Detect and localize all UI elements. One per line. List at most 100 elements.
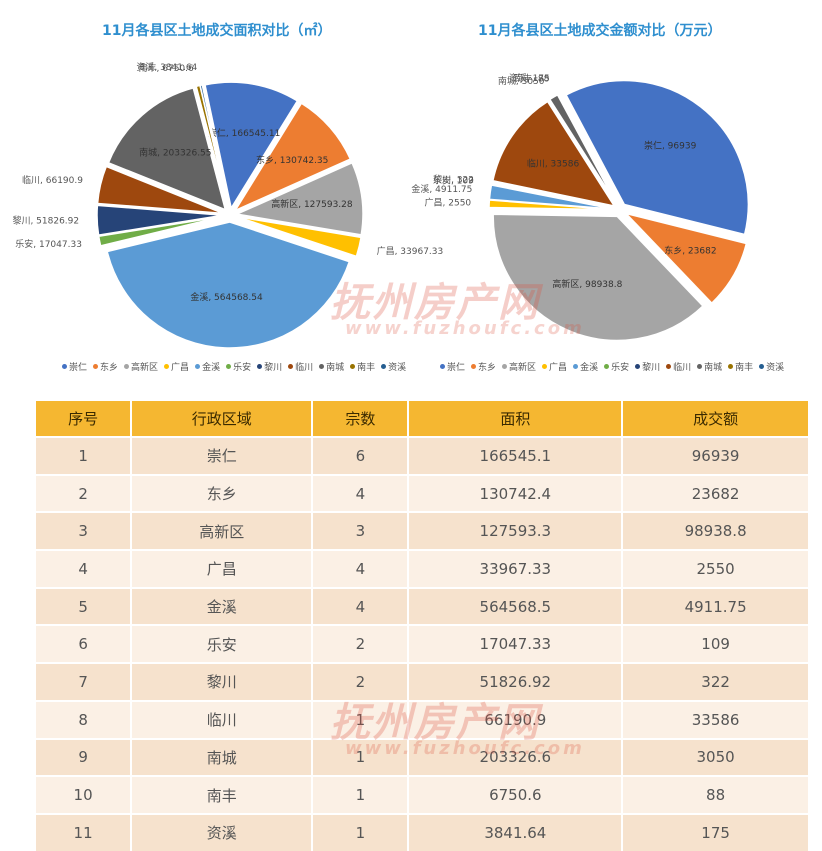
table-row: 5 金溪 4 564568.5 4911.75 (36, 586, 810, 625)
cell-index: 9 (36, 737, 133, 776)
legend-label: 广昌 (549, 363, 568, 373)
cell-index: 8 (36, 699, 133, 738)
header-amount: 成交额 (623, 401, 810, 436)
legend-marker (728, 364, 734, 369)
data-label-1-3: 高新区, 127593.28 (271, 198, 353, 210)
cell-index: 4 (36, 549, 133, 587)
pie-slice-2-7 (490, 182, 614, 210)
cell-count: 6 (313, 436, 410, 474)
legend-item: 南城 (697, 360, 722, 373)
legend-item: 东乡 (471, 360, 496, 373)
cell-district: 乐安 (132, 624, 314, 663)
legend-marker (471, 364, 477, 369)
cell-area: 130742.4 (409, 473, 624, 512)
cell-amount: 109 (623, 624, 810, 663)
cell-amount: 23682 (623, 473, 810, 512)
legend-item: 黎川 (257, 360, 282, 373)
cell-area: 33967.33 (409, 549, 624, 587)
legend-item: 临川 (288, 360, 313, 373)
pie-slice-2-11 (557, 93, 618, 205)
legend-label: 资溪 (388, 363, 407, 373)
pie-slice-1-1 (204, 81, 299, 211)
cell-count: 3 (313, 511, 410, 550)
cell-amount: 96939 (623, 436, 810, 474)
legend-item: 南丰 (350, 360, 375, 373)
legend-item: 高新区 (124, 360, 158, 373)
cell-count: 2 (313, 624, 410, 663)
cell-district: 广昌 (132, 549, 314, 587)
table-header-row: 序号 行政区域 宗数 面积 成交额 (36, 401, 810, 436)
legend-label: 南丰 (357, 363, 376, 373)
data-label-2-6: 乐安, 109 (433, 174, 474, 186)
data-label-1-7: 黎川, 51826.92 (12, 214, 79, 226)
cell-district: 东乡 (132, 473, 314, 512)
legend-label: 乐安 (233, 363, 252, 373)
legend-marker (573, 364, 579, 369)
cell-index: 1 (36, 436, 133, 474)
cell-district: 高新区 (132, 511, 314, 550)
cell-count: 2 (313, 662, 410, 700)
cell-count: 1 (313, 699, 410, 738)
legend-label: 崇仁 (69, 363, 88, 373)
legend-item: 资溪 (381, 360, 406, 373)
legend-label: 临川 (673, 363, 692, 373)
cell-count: 4 (313, 586, 410, 625)
legend-label: 金溪 (202, 363, 221, 373)
cell-district: 金溪 (132, 586, 314, 625)
cell-amount: 2550 (623, 549, 810, 587)
table-row: 1 崇仁 6 166545.1 96939 (36, 436, 810, 474)
cell-count: 1 (313, 775, 410, 813)
data-label-1-2: 东乡, 130742.35 (256, 154, 328, 166)
data-label-1-5: 金溪, 564568.54 (190, 291, 263, 303)
header-area: 面积 (409, 401, 624, 436)
table-row: 11 资溪 1 3841.64 175 (36, 812, 810, 851)
legend-label: 东乡 (478, 363, 497, 373)
legend-marker (319, 364, 325, 369)
legend-item: 金溪 (195, 360, 220, 373)
data-label-2-9: 南城, 3050 (498, 75, 545, 87)
legend-label: 崇仁 (447, 363, 466, 373)
legend-label: 黎川 (642, 363, 661, 373)
pie-charts: 崇仁, 166545.11 东乡, 130742.35 高新区, 127593.28… (12, 61, 750, 349)
data-label-2-3: 高新区, 98938.8 (552, 278, 622, 290)
legend-item: 乐安 (604, 360, 629, 373)
legend-marker (350, 364, 356, 369)
data-label-1-10: 南丰, 6750.6 (139, 62, 194, 74)
pie-slice-1-7 (96, 204, 224, 237)
legend-marker (440, 364, 445, 369)
legend-marker (542, 364, 548, 369)
data-label-2-8: 临川, 33586 (527, 157, 580, 169)
cell-count: 1 (313, 812, 410, 851)
cell-area: 66190.9 (409, 699, 624, 738)
data-label-2-1: 崇仁, 96939 (644, 139, 697, 151)
pie-slice-1-2 (233, 102, 352, 213)
legend-item: 黎川 (635, 360, 660, 373)
cell-index: 7 (36, 662, 133, 700)
data-label-1-11: 资溪, 3841.64 (136, 61, 197, 73)
cell-area: 6750.6 (409, 775, 624, 813)
cell-area: 127593.3 (409, 511, 624, 550)
cell-area: 3841.64 (409, 812, 624, 851)
legend-label: 黎川 (264, 363, 283, 373)
area-chart-title: 11月各县区土地成交面积对比（㎡） (102, 23, 332, 39)
data-label-2-2: 东乡, 23682 (664, 244, 716, 256)
pie-slice-1-11 (199, 84, 230, 209)
legend-item: 广昌 (542, 360, 567, 373)
legend-marker (62, 364, 67, 369)
data-label-2-5: 金溪, 4911.75 (411, 183, 472, 195)
pie-slice-2-3 (492, 213, 704, 342)
table-row: 10 南丰 1 6750.6 88 (36, 775, 810, 813)
legend-marker (164, 364, 170, 369)
legend-label: 南城 (326, 363, 345, 373)
legend-label: 资溪 (766, 363, 785, 373)
cell-amount: 175 (623, 812, 810, 851)
data-label-1-6: 乐安, 17047.33 (15, 238, 82, 250)
legend-label: 南丰 (735, 363, 754, 373)
table-row: 6 乐安 2 17047.33 109 (36, 624, 810, 663)
pie-slice-1-6 (97, 215, 224, 247)
header-index: 序号 (36, 401, 133, 436)
header-count: 宗数 (313, 401, 410, 436)
legend-marker (93, 364, 99, 369)
data-label-2-7: 黎川, 322 (433, 174, 474, 186)
table-row: 2 东乡 4 130742.4 23682 (36, 473, 810, 512)
